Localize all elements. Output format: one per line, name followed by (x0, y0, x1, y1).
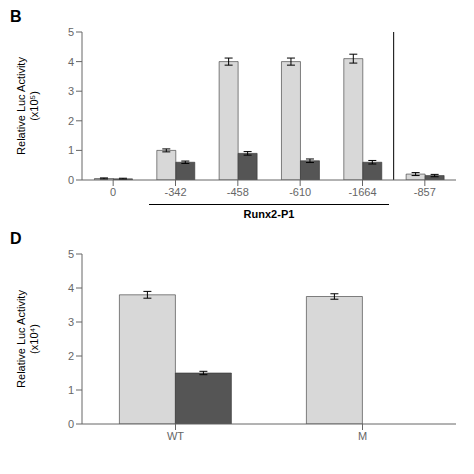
svg-text:-458: -458 (227, 186, 249, 198)
html-text:(x10⁴): (x10⁴) (28, 324, 40, 354)
svg-text:0: 0 (68, 174, 74, 186)
svg-text:2: 2 (68, 350, 74, 362)
svg-text:0: 0 (68, 418, 74, 430)
svg-text:-610: -610 (289, 186, 311, 198)
svg-text:3: 3 (68, 85, 74, 97)
svg-text:0: 0 (110, 186, 116, 198)
html-text:Relative Luc Activity: Relative Luc Activity (15, 57, 27, 155)
svg-text:1: 1 (68, 384, 74, 396)
html-text:(x10⁵): (x10⁵) (28, 91, 40, 121)
svg-text:5: 5 (68, 26, 74, 38)
svg-text:4: 4 (68, 282, 74, 294)
html-text:B: B (10, 8, 22, 25)
svg-text:WT: WT (167, 430, 184, 442)
svg-text:4: 4 (68, 56, 74, 68)
svg-text:-857: -857 (414, 186, 436, 198)
html-text:Runx2-P1: Runx2-P1 (243, 208, 295, 220)
svg-text:1: 1 (68, 144, 74, 156)
svg-text:-1664: -1664 (348, 186, 376, 198)
html-text:Relative Luc Activity: Relative Luc Activity (15, 290, 27, 388)
html-text:D: D (10, 230, 22, 247)
svg-text:3: 3 (68, 316, 74, 328)
svg-text:5: 5 (68, 248, 74, 260)
svg-text:M: M (358, 430, 367, 442)
svg-text:2: 2 (68, 115, 74, 127)
svg-text:-342: -342 (164, 186, 186, 198)
